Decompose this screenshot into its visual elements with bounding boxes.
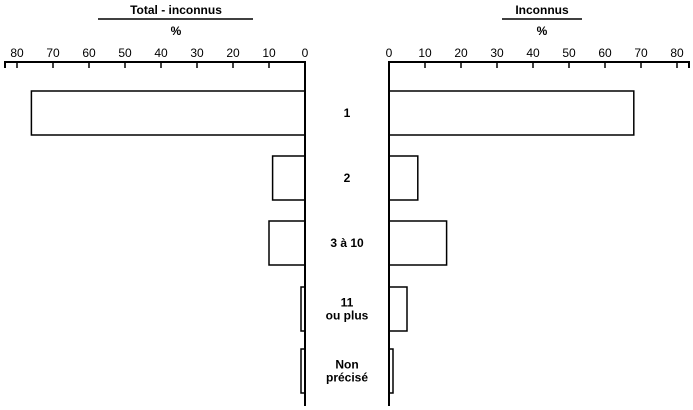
right-tick-label: 0 — [386, 46, 393, 60]
left-bar — [271, 155, 306, 201]
right-tick-label: 70 — [634, 46, 648, 60]
left-tick-label: 60 — [82, 46, 96, 60]
left-panel-title: Total - inconnus — [130, 3, 222, 17]
right-tick-label: 80 — [670, 46, 684, 60]
right-panel-title: Inconnus — [515, 3, 569, 17]
left-tick-label: 30 — [190, 46, 204, 60]
left-tick-label: 0 — [302, 46, 309, 60]
right-bar — [388, 155, 419, 201]
category-label: 11 ou plus — [326, 296, 369, 323]
left-panel-unit: % — [171, 24, 182, 38]
left-tick-label: 10 — [262, 46, 276, 60]
left-tick-label: 40 — [154, 46, 168, 60]
left-bar — [268, 220, 306, 266]
left-tick-label: 70 — [46, 46, 60, 60]
right-tick-label: 50 — [562, 46, 576, 60]
right-tick-label: 30 — [490, 46, 504, 60]
right-tick-label: 60 — [598, 46, 612, 60]
category-label: 3 à 10 — [330, 236, 364, 250]
category-label: 2 — [344, 171, 351, 185]
left-tick-label: 50 — [118, 46, 132, 60]
right-axis — [388, 61, 690, 406]
right-bar — [388, 90, 635, 136]
left-axis — [4, 61, 306, 406]
right-panel: Inconnus % 0 10 20 30 40 50 60 70 80 — [386, 3, 690, 406]
right-axis-ticks: 0 10 20 30 40 50 60 70 80 — [386, 46, 684, 68]
right-tick-label: 20 — [454, 46, 468, 60]
left-axis-ticks: 80 70 60 50 40 30 20 10 0 — [10, 46, 309, 68]
right-tick-label: 10 — [418, 46, 432, 60]
right-bar — [388, 286, 408, 332]
right-panel-unit: % — [537, 24, 548, 38]
left-tick-label: 20 — [226, 46, 240, 60]
left-bars — [30, 90, 306, 394]
left-bar — [30, 90, 306, 136]
category-label: 1 — [344, 106, 351, 120]
category-label: Non précisé — [326, 358, 368, 385]
right-bars — [388, 90, 635, 394]
right-bar — [388, 220, 448, 266]
left-panel: Total - inconnus % 80 70 60 50 40 30 20 10 0 — [4, 3, 309, 406]
category-labels: 1 2 3 à 10 11 ou plus Non précisé — [326, 106, 369, 385]
right-tick-label: 40 — [526, 46, 540, 60]
left-tick-label: 80 — [10, 46, 24, 60]
